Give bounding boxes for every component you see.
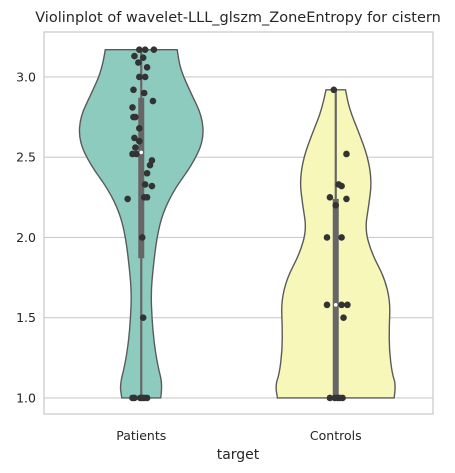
data-point: [339, 394, 346, 402]
inner-boxes: [138, 49, 339, 398]
data-point: [323, 234, 331, 241]
data-point: [150, 46, 158, 53]
data-point: [338, 301, 345, 309]
y-tick-label: 2.0: [16, 230, 36, 245]
data-point: [136, 137, 143, 145]
data-point: [141, 46, 149, 53]
data-point: [332, 202, 340, 209]
data-point: [141, 181, 149, 188]
data-point: [326, 194, 334, 201]
data-point: [129, 150, 136, 158]
data-point: [129, 104, 136, 111]
x-tick-label: Controls: [310, 428, 362, 443]
median-marker: [333, 303, 338, 307]
data-point: [340, 314, 347, 321]
data-point: [143, 194, 151, 201]
data-point: [132, 144, 139, 151]
data-point: [139, 54, 147, 61]
median-marker: [139, 150, 144, 155]
data-point: [131, 52, 138, 60]
data-point: [338, 182, 345, 190]
data-point: [146, 161, 154, 169]
data-point: [139, 314, 147, 321]
data-point: [132, 113, 139, 121]
y-tick-label: 2.5: [16, 150, 36, 165]
data-point: [148, 182, 156, 190]
data-point: [326, 394, 334, 402]
chart-title: Violinplot of wavelet-LLL_glszm_ZoneEntr…: [35, 10, 441, 26]
x-tick-label: Patients: [116, 428, 166, 443]
y-tick-label: 3.0: [16, 69, 36, 84]
data-point: [143, 64, 151, 71]
data-point: [136, 125, 143, 132]
violins: [78, 48, 396, 399]
data-point: [130, 86, 137, 94]
data-point: [136, 46, 143, 53]
data-point: [124, 195, 131, 203]
data-point: [131, 134, 138, 142]
y-tick-label: 1.5: [16, 310, 36, 325]
data-point: [343, 195, 350, 203]
y-tick-label: 1.0: [16, 390, 36, 405]
data-point: [344, 301, 351, 309]
data-point: [343, 150, 350, 158]
data-point: [131, 394, 138, 402]
data-point: [330, 86, 338, 94]
data-point: [136, 73, 143, 81]
data-point: [141, 73, 149, 81]
data-point: [143, 394, 151, 402]
x-axis-label: target: [217, 447, 260, 463]
strip-points: [124, 46, 351, 402]
data-point: [138, 234, 146, 241]
y-tick-labels: 1.0 1.5 2.0 2.5 3.0: [16, 69, 36, 405]
plot-frame: [43, 31, 434, 415]
x-tick-labels: Patients Controls: [116, 428, 361, 443]
data-point: [135, 59, 142, 66]
data-point: [149, 97, 157, 105]
data-point: [338, 234, 345, 241]
data-point: [143, 169, 151, 177]
data-point: [140, 89, 148, 97]
data-point: [323, 301, 331, 309]
